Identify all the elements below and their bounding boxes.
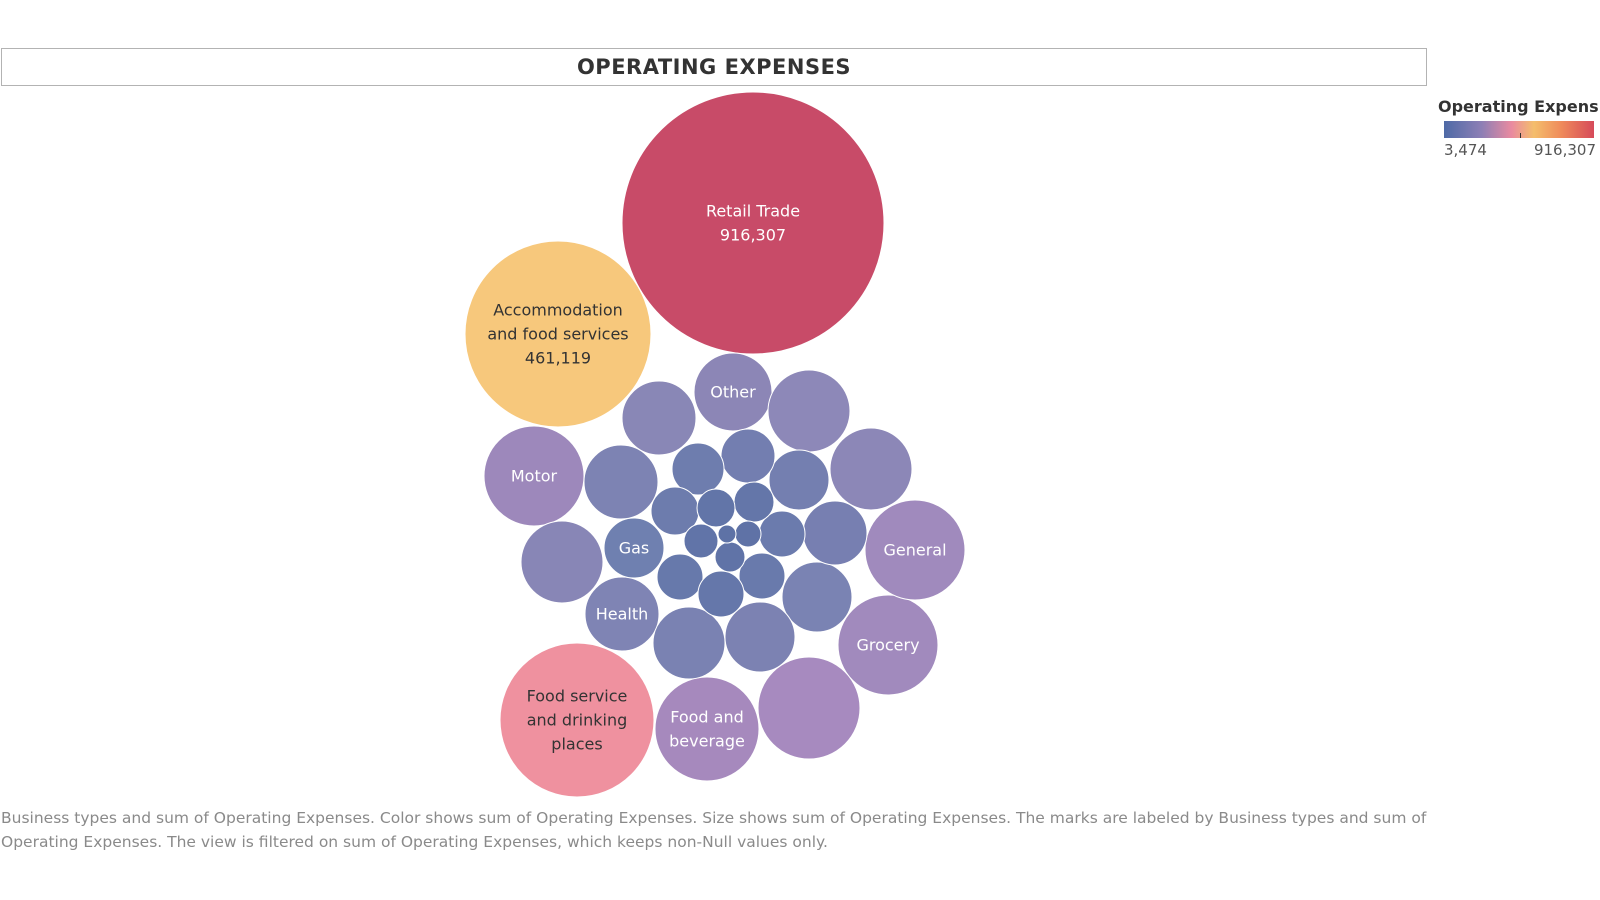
bubble-label: General xyxy=(883,541,946,560)
chart-caption: Business types and sum of Operating Expe… xyxy=(1,809,1427,851)
bubble[interactable]: Other xyxy=(693,352,773,432)
bubble[interactable] xyxy=(671,442,725,496)
bubble[interactable] xyxy=(768,449,830,511)
bubble-circle[interactable] xyxy=(802,500,868,566)
bubble-label: and food services xyxy=(487,325,628,344)
bubble-label: Food and xyxy=(670,708,744,727)
bubble-label: Other xyxy=(710,383,756,402)
bubble[interactable] xyxy=(829,427,913,511)
bubble[interactable]: Motor xyxy=(483,425,585,527)
bubble-circle[interactable] xyxy=(683,523,719,559)
bubble[interactable] xyxy=(656,553,704,601)
bubble[interactable] xyxy=(757,656,861,760)
bubble[interactable]: General xyxy=(864,499,966,601)
bubble[interactable] xyxy=(781,561,853,633)
bubble-circle[interactable] xyxy=(654,676,760,782)
bubble-circle[interactable] xyxy=(520,520,604,604)
bubble[interactable] xyxy=(696,488,736,528)
color-legend: Operating Expens.. 3,474 916,307 xyxy=(1438,97,1600,159)
bubble-circle[interactable] xyxy=(696,488,736,528)
bubble-circle[interactable] xyxy=(720,428,776,484)
bubble-circle[interactable] xyxy=(697,570,745,618)
bubble-label: Health xyxy=(596,605,649,624)
bubble[interactable]: Gas xyxy=(603,517,665,579)
legend-tick xyxy=(1520,133,1521,138)
bubble-circle[interactable] xyxy=(464,240,652,428)
bubble-circle[interactable] xyxy=(781,561,853,633)
chart-title: OPERATING EXPENSES xyxy=(1,48,1427,86)
bubble-circle[interactable] xyxy=(603,517,665,579)
bubble-circle[interactable] xyxy=(714,541,746,573)
bubble[interactable] xyxy=(714,541,746,573)
bubble-circle[interactable] xyxy=(724,601,796,673)
bubble-label: places xyxy=(551,735,602,754)
bubble[interactable] xyxy=(720,428,776,484)
bubble-label: and drinking xyxy=(527,711,628,730)
bubble-label: Retail Trade xyxy=(706,202,800,221)
bubble-circle[interactable] xyxy=(621,91,885,355)
bubble-circle[interactable] xyxy=(583,444,659,520)
bubble-label: beverage xyxy=(669,732,745,751)
bubble[interactable] xyxy=(683,523,719,559)
bubble-circle[interactable] xyxy=(671,442,725,496)
bubble-circle[interactable] xyxy=(652,606,726,680)
bubble[interactable]: Food and beverage xyxy=(654,676,760,782)
bubble-label: Grocery xyxy=(856,636,919,655)
bubble-circle[interactable] xyxy=(767,369,851,453)
legend-min-label: 3,474 xyxy=(1444,141,1487,159)
bubble-circle[interactable] xyxy=(829,427,913,511)
bubble-circle[interactable] xyxy=(717,524,737,544)
bubble[interactable] xyxy=(733,481,775,523)
bubble-label: Accommodation xyxy=(493,301,623,320)
bubble[interactable]: Health xyxy=(584,576,660,652)
legend-color-ramp xyxy=(1444,121,1594,138)
bubble-circle[interactable] xyxy=(693,352,773,432)
bubble[interactable]: Accommodation and food services 461,119 xyxy=(464,240,652,428)
bubble-label: 461,119 xyxy=(525,349,591,368)
bubble[interactable]: Retail Trade 916,307 xyxy=(621,91,885,355)
bubble-circle[interactable] xyxy=(738,552,786,600)
bubble-label: Food service xyxy=(527,687,628,706)
bubble[interactable] xyxy=(802,500,868,566)
bubble-circle[interactable] xyxy=(757,656,861,760)
bubble[interactable] xyxy=(697,570,745,618)
bubble[interactable] xyxy=(520,520,604,604)
bubble-circle[interactable] xyxy=(837,594,939,696)
bubble-circle[interactable] xyxy=(656,553,704,601)
bubble[interactable]: Food service and drinking places xyxy=(499,642,655,798)
bubble-circle[interactable] xyxy=(768,449,830,511)
bubble[interactable] xyxy=(767,369,851,453)
bubble-circle[interactable] xyxy=(733,481,775,523)
bubble[interactable] xyxy=(734,520,762,548)
bubble-circle[interactable] xyxy=(499,642,655,798)
bubble-circle[interactable] xyxy=(584,576,660,652)
bubble[interactable]: Grocery xyxy=(837,594,939,696)
bubble-label: 916,307 xyxy=(720,226,786,245)
bubble[interactable] xyxy=(717,524,737,544)
bubble[interactable] xyxy=(738,552,786,600)
bubble[interactable] xyxy=(652,606,726,680)
bubble-circle[interactable] xyxy=(864,499,966,601)
bubble[interactable] xyxy=(724,601,796,673)
legend-max-label: 916,307 xyxy=(1533,141,1596,159)
bubble-circle[interactable] xyxy=(734,520,762,548)
legend-title: Operating Expens.. xyxy=(1438,97,1600,116)
bubble[interactable] xyxy=(621,380,697,456)
bubble-label: Motor xyxy=(511,467,558,486)
bubble[interactable] xyxy=(583,444,659,520)
bubble-circle[interactable] xyxy=(621,380,697,456)
bubble-label: Gas xyxy=(619,539,650,558)
